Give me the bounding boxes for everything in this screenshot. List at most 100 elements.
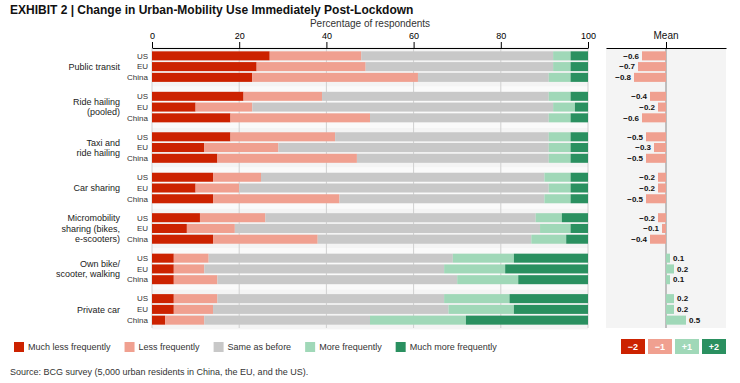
bar-segment xyxy=(152,173,213,182)
region-label: US xyxy=(137,254,148,263)
mean-scale-box xyxy=(648,339,672,354)
mean-data-label: −0.2 xyxy=(639,103,655,112)
bar-segment xyxy=(244,92,322,101)
category-label: Ride hailing(pooled) xyxy=(73,97,120,117)
mean-bar xyxy=(646,194,666,203)
region-labels: USEUChinaUSEUChinaUSEUChinaUSEUChinaUSEU… xyxy=(127,52,148,325)
bar-segment xyxy=(571,92,588,101)
bar-segment xyxy=(571,62,588,71)
region-label: China xyxy=(127,195,148,204)
bar-segment xyxy=(152,224,187,233)
bar-segment xyxy=(571,51,588,60)
bar-segment xyxy=(174,305,213,314)
x-tick-mark xyxy=(501,42,502,48)
mean-scale-label: −1 xyxy=(655,342,665,352)
row-band xyxy=(152,47,588,87)
bar-segment xyxy=(252,103,553,112)
bar-segment xyxy=(544,194,570,203)
mean-bar xyxy=(658,103,666,112)
bar-segment xyxy=(571,113,588,122)
bar-segment xyxy=(571,73,588,82)
region-label: US xyxy=(137,133,148,142)
bar-segment xyxy=(239,183,549,192)
bar-segment xyxy=(165,316,204,325)
mean-scale-box xyxy=(702,339,726,354)
bar-segment xyxy=(217,275,457,284)
bar-segment xyxy=(549,143,571,152)
mean-panel-background xyxy=(606,48,726,328)
bar-segment xyxy=(152,305,174,314)
mean-scale-label: +2 xyxy=(709,342,719,352)
source: Source: BCG survey (5,000 urban resident… xyxy=(10,367,308,377)
bar-segment xyxy=(257,62,366,71)
bar-segment xyxy=(514,254,588,263)
bar-segment xyxy=(270,51,362,60)
mean-bar xyxy=(646,154,666,163)
x-tick: 0 xyxy=(150,31,155,48)
bar-segment xyxy=(444,294,509,303)
mean-scale-label: −2 xyxy=(628,342,638,352)
bar-segment xyxy=(209,254,453,263)
bar-segment xyxy=(566,235,588,244)
bar-segment xyxy=(152,264,174,273)
row-band xyxy=(152,128,588,168)
mean-bar xyxy=(666,264,674,273)
bar-segment xyxy=(444,264,505,273)
bar-segment xyxy=(457,275,518,284)
mean-data-label: −0.7 xyxy=(619,62,635,71)
x-tick: 100 xyxy=(581,31,596,48)
category-label: Taxi andride hailing xyxy=(76,138,120,158)
legend-swatch xyxy=(396,342,406,352)
bar-segment xyxy=(370,113,549,122)
row-band xyxy=(152,87,588,127)
bar-segment xyxy=(152,113,230,122)
mean-axis xyxy=(607,42,727,49)
row-band xyxy=(152,168,588,208)
x-tick: 40 xyxy=(322,31,332,48)
bar-segment xyxy=(339,194,544,203)
legend-item: Much more frequently xyxy=(396,342,498,352)
bar-segment xyxy=(152,183,196,192)
x-tick: 60 xyxy=(409,31,419,48)
bar-segment xyxy=(217,294,444,303)
legend-label: More frequently xyxy=(319,342,382,352)
legend-swatch xyxy=(214,342,224,352)
bar-segment xyxy=(549,154,571,163)
mean-data-label: −0.4 xyxy=(631,92,647,101)
region-label: EU xyxy=(137,305,148,314)
region-label: US xyxy=(137,173,148,182)
bar-segment xyxy=(571,154,588,163)
x-tick-mark xyxy=(414,42,415,48)
x-tick-label: 80 xyxy=(496,31,506,41)
mean-data-label: −0.2 xyxy=(639,173,655,182)
row-bands xyxy=(152,47,588,330)
bar-segment xyxy=(187,224,235,233)
legend-item: Less frequently xyxy=(125,342,201,352)
mean-data-label: −0.8 xyxy=(615,73,631,82)
bar-segment xyxy=(213,173,261,182)
bar-segment xyxy=(357,154,549,163)
legend-swatch xyxy=(125,342,135,352)
bar-segment xyxy=(174,254,209,263)
mean-bar xyxy=(646,132,666,141)
x-tick-label: 0 xyxy=(150,31,155,41)
bar-segment xyxy=(318,235,532,244)
mean-bar xyxy=(658,173,666,182)
bar-segment xyxy=(553,103,575,112)
bar-segment xyxy=(152,154,217,163)
legend-label: Much less frequently xyxy=(28,342,111,352)
bar-segment xyxy=(261,173,544,182)
bar-segment xyxy=(152,213,200,222)
x-tick-label: 20 xyxy=(235,31,245,41)
region-label: EU xyxy=(137,62,148,71)
mean-bar xyxy=(650,92,666,101)
mean-data-label: 0.1 xyxy=(673,254,685,263)
mean-data-label: −0.5 xyxy=(627,195,643,204)
region-label: EU xyxy=(137,143,148,152)
bar-segment xyxy=(152,51,270,60)
bar-segment xyxy=(174,264,205,273)
bar-segment xyxy=(571,173,588,182)
x-tick-label: 100 xyxy=(581,31,596,41)
mean-data-label: −0.6 xyxy=(623,52,639,61)
bar-segment xyxy=(571,132,588,141)
